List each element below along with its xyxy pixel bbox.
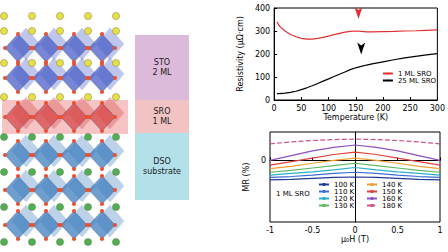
svg-text:300: 300 [430, 104, 445, 113]
svg-text:100 K: 100 K [334, 180, 355, 189]
svg-text:1: 1 [437, 226, 442, 235]
svg-text:100: 100 [321, 104, 336, 113]
svg-text:μ₀H (T): μ₀H (T) [341, 235, 369, 244]
svg-text:-0.5: -0.5 [305, 226, 321, 235]
svg-text:160 K: 160 K [382, 194, 403, 203]
svg-text:100: 100 [255, 73, 270, 82]
svg-text:200: 200 [375, 104, 390, 113]
svg-text:400: 400 [255, 4, 270, 13]
svg-text:50: 50 [296, 104, 306, 113]
svg-text:150 K: 150 K [382, 187, 403, 196]
svg-text:200: 200 [255, 50, 270, 59]
svg-text:Temperature (K): Temperature (K) [322, 113, 388, 122]
svg-text:250: 250 [403, 104, 418, 113]
svg-text:-1: -1 [266, 226, 274, 235]
svg-text:150: 150 [348, 104, 363, 113]
svg-text:1 ML SRO: 1 ML SRO [397, 69, 432, 78]
svg-text:25 ML SRO: 25 ML SRO [398, 77, 437, 85]
svg-text:140 K: 140 K [382, 180, 403, 189]
svg-text:130 K: 130 K [334, 202, 355, 210]
html-text:substrate: substrate [143, 166, 181, 176]
html-text:2 ML: 2 ML [152, 67, 172, 77]
svg-text:0: 0 [352, 226, 357, 235]
svg-text:0.5: 0.5 [391, 226, 404, 235]
svg-text:0: 0 [261, 156, 266, 165]
svg-text:120 K: 120 K [334, 194, 355, 203]
svg-text:0: 0 [272, 104, 277, 113]
svg-text:110 K: 110 K [334, 187, 355, 196]
html-text:STO: STO [153, 57, 171, 67]
svg-text:MR (%): MR (%) [242, 163, 251, 192]
svg-text:1 ML SRO: 1 ML SRO [276, 190, 310, 198]
svg-text:Resistivity (μΩ·cm): Resistivity (μΩ·cm) [236, 16, 245, 92]
svg-text:0: 0 [265, 96, 270, 105]
html-text:DSO: DSO [153, 156, 171, 166]
svg-text:300: 300 [255, 27, 270, 36]
svg-text:180 K: 180 K [382, 202, 403, 210]
html-text:SRO: SRO [153, 106, 171, 116]
html-text:1 ML: 1 ML [152, 116, 172, 126]
